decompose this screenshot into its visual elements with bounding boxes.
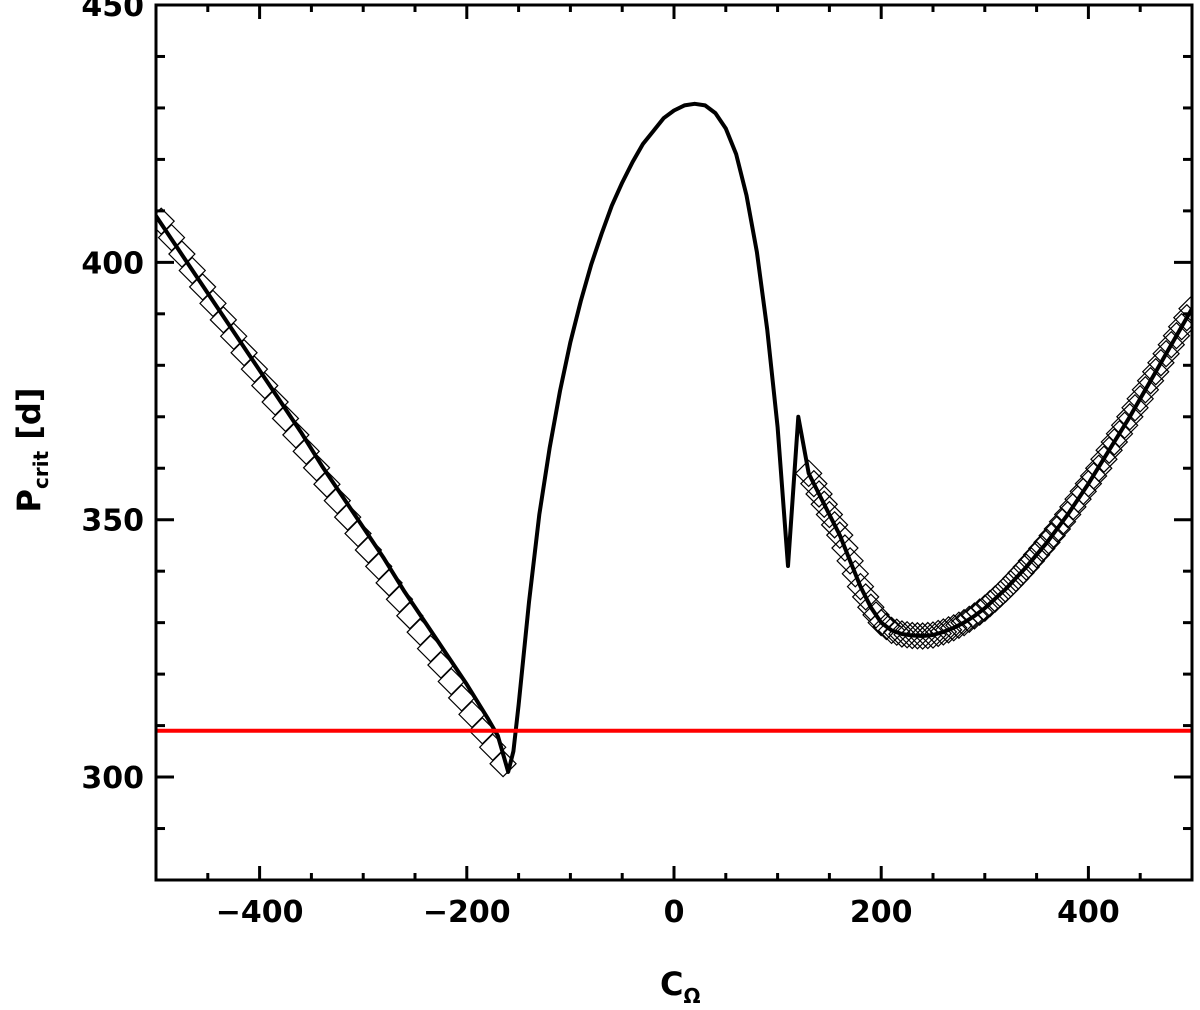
data-marker: [794, 459, 823, 488]
y-tick-label: 300: [81, 761, 144, 796]
x-axis-label: CΩ: [660, 965, 701, 1008]
data-marker: [996, 569, 1025, 598]
data-marker: [1100, 428, 1129, 456]
tick-labels: −400 −200 0 200 400 300 350 400 450: [81, 0, 1119, 930]
data-marker: [1022, 540, 1051, 569]
data-marker: [1162, 321, 1191, 350]
data-marker: [1115, 402, 1144, 431]
data-marker: [976, 589, 1004, 618]
y-tick-label: 350: [81, 504, 144, 539]
data-marker: [1126, 384, 1155, 413]
data-marker: [1090, 445, 1118, 474]
data-marker: [1157, 330, 1186, 359]
data-marker: [805, 480, 833, 508]
x-tick-label: 0: [664, 895, 685, 930]
data-marker: [872, 612, 901, 641]
data-marker: [851, 583, 880, 611]
x-tick-label: 400: [1057, 895, 1120, 930]
data-marker: [1136, 366, 1165, 395]
data-marker: [1172, 303, 1192, 332]
data-marker: [810, 490, 839, 519]
data-marker: [1178, 294, 1192, 323]
data-marker: [820, 511, 849, 539]
y-tick-label: 450: [81, 0, 144, 24]
y-axis-label-unit: [d]: [10, 388, 48, 451]
y-axis-label-sub: crit: [29, 450, 53, 489]
data-marker: [1141, 357, 1170, 386]
data-marker: [981, 585, 1010, 613]
data-marker: [862, 601, 890, 629]
series-line: [156, 101, 1192, 774]
plot-frame: [154, 3, 1194, 882]
data-marker: [846, 572, 875, 601]
data-marker: [986, 580, 1015, 608]
data-marker: [1084, 454, 1113, 483]
x-tick-label: −200: [423, 895, 511, 930]
x-tick-label: −400: [216, 895, 304, 930]
data-marker: [800, 469, 828, 498]
data-marker: [1027, 534, 1056, 563]
data-marker: [1012, 553, 1041, 581]
data-marker: [1079, 462, 1108, 490]
x-axis-label-sub: Ω: [683, 984, 700, 1008]
data-marker: [815, 500, 844, 529]
data-marker: [991, 575, 1020, 604]
axis-ticks: [154, 3, 1194, 882]
data-marker: [1131, 375, 1160, 404]
data-marker: [1152, 339, 1180, 368]
y-tick-label: 400: [81, 246, 144, 281]
data-marker: [1167, 312, 1192, 341]
data-marker: [1147, 348, 1175, 377]
data-marker: [1007, 558, 1035, 587]
data-marker: [416, 634, 445, 663]
data-marker: [1017, 547, 1046, 575]
data-marker: [1033, 528, 1061, 557]
x-tick-label: 200: [850, 895, 913, 930]
y-axis-label-main: P: [10, 489, 48, 512]
data-marker: [841, 559, 870, 588]
data-marker: [1105, 419, 1134, 448]
data-marker: [1002, 564, 1030, 593]
data-marker: [831, 534, 859, 562]
data-marker: [1110, 411, 1139, 440]
data-marker: [825, 521, 854, 549]
data-marker: [965, 598, 994, 626]
data-marker: [903, 621, 932, 650]
data-marker: [406, 618, 435, 647]
y-axis-label: Pcrit [d]: [10, 388, 53, 513]
data-marker: [836, 547, 864, 575]
data-marker: [970, 594, 999, 623]
data-marker: [898, 621, 927, 650]
data-marker: [1121, 393, 1149, 422]
data-marker: [1038, 521, 1066, 550]
data-marker: [1043, 515, 1072, 543]
x-axis-label-main: C: [660, 965, 683, 1003]
